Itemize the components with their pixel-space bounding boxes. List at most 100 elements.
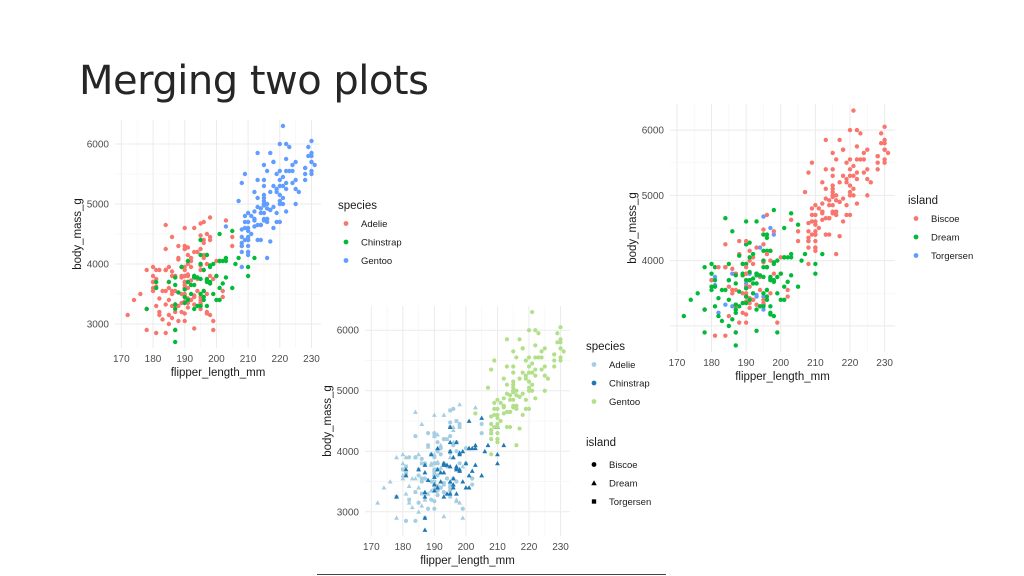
data-point	[400, 473, 406, 478]
data-point	[709, 287, 714, 293]
data-point	[775, 274, 780, 280]
data-point	[236, 198, 241, 204]
data-point	[268, 239, 273, 244]
data-point	[403, 467, 409, 472]
data-point	[785, 287, 790, 293]
data-point	[473, 411, 478, 416]
data-point	[245, 219, 251, 225]
legend-label: Dream	[609, 479, 638, 490]
data-point	[514, 406, 519, 411]
data-point	[217, 285, 222, 291]
data-point	[511, 379, 516, 384]
data-point	[445, 437, 449, 442]
data-point	[431, 451, 437, 457]
data-point	[466, 473, 472, 478]
data-point	[441, 470, 447, 475]
data-point	[795, 238, 801, 244]
data-point	[730, 266, 735, 271]
data-point	[775, 291, 780, 296]
data-point	[813, 271, 818, 276]
legend-label: Biscoe	[609, 460, 638, 471]
data-point	[743, 278, 749, 283]
legend-label: Chinstrap	[361, 238, 402, 249]
data-point	[454, 479, 459, 484]
data-point	[277, 183, 282, 189]
data-point	[723, 302, 728, 307]
data-point	[865, 147, 870, 152]
data-point	[454, 439, 459, 445]
data-point	[163, 288, 168, 294]
data-point	[719, 287, 725, 293]
data-point	[182, 287, 187, 292]
data-point	[806, 229, 811, 234]
data-point	[400, 460, 406, 466]
data-point	[207, 215, 213, 220]
data-point	[242, 171, 248, 177]
data-point	[460, 463, 466, 469]
data-point	[775, 258, 780, 263]
data-point	[511, 405, 516, 410]
data-point	[454, 449, 459, 454]
data-point	[280, 123, 286, 129]
data-point	[432, 499, 437, 504]
data-point	[757, 273, 763, 278]
data-point	[173, 339, 178, 345]
data-point	[847, 173, 853, 178]
data-point	[450, 485, 456, 490]
data-point	[830, 167, 835, 172]
data-point	[450, 424, 456, 429]
data-point	[820, 251, 825, 257]
data-point	[258, 210, 263, 216]
data-point	[204, 303, 210, 309]
data-point	[833, 193, 839, 198]
data-point	[173, 282, 178, 288]
data-point	[733, 302, 738, 307]
data-point	[530, 309, 535, 315]
data-point	[306, 144, 311, 150]
data-point	[743, 264, 749, 270]
data-point	[268, 189, 273, 195]
data-point	[211, 327, 216, 333]
legend-swatch	[591, 499, 597, 504]
legend-swatch	[913, 234, 919, 240]
data-point	[211, 276, 216, 282]
data-point	[823, 232, 828, 237]
data-point	[277, 219, 282, 225]
data-point	[750, 281, 756, 286]
legend-label: Torgersen	[609, 497, 651, 508]
data-point	[858, 157, 863, 162]
data-point	[764, 287, 770, 293]
data-point	[820, 209, 825, 214]
data-point	[737, 253, 742, 258]
data-point	[485, 442, 491, 448]
data-point	[712, 304, 718, 309]
data-point	[747, 255, 752, 260]
data-point	[274, 186, 279, 192]
data-point	[264, 206, 270, 211]
data-point	[504, 382, 510, 387]
data-point	[277, 177, 282, 183]
data-point	[463, 460, 469, 466]
y-tick-label: 4000	[642, 256, 665, 267]
data-point	[261, 183, 267, 189]
data-point	[441, 481, 446, 485]
data-point	[523, 406, 528, 411]
data-point	[173, 327, 178, 333]
data-point	[252, 189, 257, 195]
data-point	[730, 291, 735, 296]
data-point	[495, 440, 500, 445]
data-point	[435, 440, 440, 445]
data-points	[375, 309, 566, 532]
data-point	[261, 195, 267, 201]
data-point	[747, 258, 752, 263]
y-tick-label: 6000	[337, 326, 360, 337]
data-point	[865, 167, 870, 172]
data-point	[750, 276, 756, 281]
data-point	[782, 255, 787, 260]
data-point	[809, 212, 815, 218]
data-point	[441, 513, 447, 519]
data-point	[264, 255, 270, 261]
data-point	[470, 482, 475, 487]
data-point	[413, 409, 418, 414]
data-point	[447, 491, 453, 496]
